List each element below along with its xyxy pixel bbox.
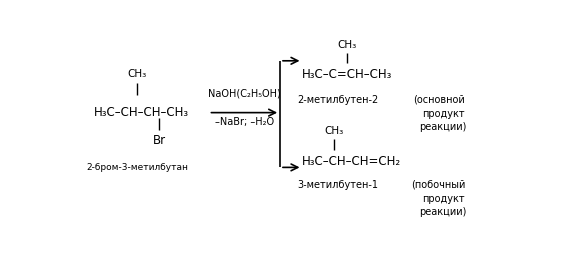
- Text: H₃C–CH–CH=CH₂: H₃C–CH–CH=CH₂: [302, 155, 401, 168]
- Text: реакции): реакции): [419, 122, 467, 132]
- Text: CH₃: CH₃: [128, 69, 147, 78]
- Text: продукт: продукт: [422, 109, 464, 119]
- Text: реакции): реакции): [419, 207, 467, 217]
- Text: CH₃: CH₃: [338, 40, 357, 50]
- Text: NaOH(C₂H₅OH): NaOH(C₂H₅OH): [208, 88, 280, 98]
- Text: (побочный: (побочный: [411, 180, 466, 190]
- Text: 3-метилбутен-1: 3-метилбутен-1: [298, 180, 379, 190]
- Text: продукт: продукт: [422, 194, 464, 204]
- Text: –NaBr; –H₂O: –NaBr; –H₂O: [215, 117, 274, 128]
- Text: 2-метилбутен-2: 2-метилбутен-2: [298, 95, 379, 105]
- Text: H₃C–CH–CH–CH₃: H₃C–CH–CH–CH₃: [94, 106, 189, 119]
- Text: H₃C–C=CH–CH₃: H₃C–C=CH–CH₃: [302, 68, 392, 81]
- Text: CH₃: CH₃: [324, 126, 343, 136]
- Text: 2-бром-3-метилбутан: 2-бром-3-метилбутан: [86, 163, 188, 172]
- Text: (основной: (основной: [413, 95, 464, 105]
- Text: Br: Br: [153, 134, 166, 147]
